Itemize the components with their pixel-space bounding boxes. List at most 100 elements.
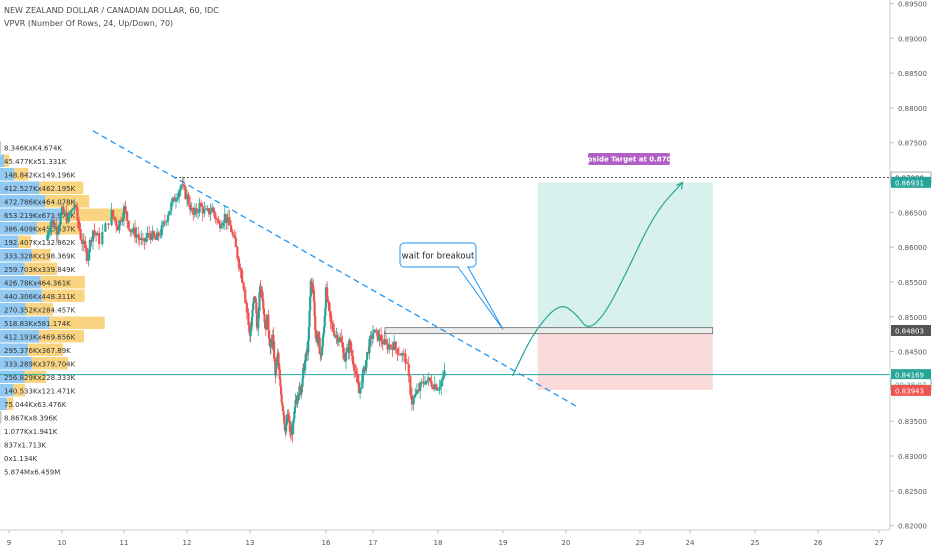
callout-box[interactable] [399,242,477,268]
candle-body [323,316,326,327]
candle-body [47,232,50,236]
stop-loss-zone[interactable] [537,330,713,390]
candle [288,415,291,437]
candle-body [376,330,379,341]
candle-body [214,213,217,219]
candle [217,215,220,224]
candle-body [60,206,64,215]
candle-body [76,207,79,221]
candle-body [388,344,391,350]
candle-body [250,317,253,327]
candle [135,227,138,244]
candle-body [184,186,187,199]
candle [51,219,54,225]
candle [211,203,214,213]
volume-profile-label: 386.409Kx450.537K [4,226,76,234]
volume-bar-down [31,249,51,262]
candle-body [318,337,321,354]
indicator-title: VPVR (Number Of Rows, 24, Up/Down, 70) [4,19,174,28]
candle-body [225,213,228,224]
candle-body [133,227,137,238]
candle [54,222,57,229]
volume-bar-down [13,384,25,397]
candle [228,209,231,226]
candle [87,248,90,267]
candle-body [321,337,324,347]
candle-body [333,330,336,337]
candle-body [317,332,321,338]
candle-body [349,341,352,351]
candle-body [250,326,253,332]
candle-body [443,370,446,377]
volume-bar-down [49,316,105,329]
candle [422,374,425,388]
candle-body [344,352,348,362]
candle [132,223,135,236]
resistance-box[interactable] [384,327,714,335]
candle [184,184,187,200]
candle-body [127,220,130,230]
candle-body [189,204,192,211]
forecast-path[interactable] [511,181,683,377]
candle [242,281,245,293]
volume-bar-up [0,249,32,262]
candle-body [370,335,373,339]
candle [276,354,279,369]
candle [70,208,73,217]
candle [146,226,149,243]
candle-body [116,226,119,231]
volume-bar-up [0,154,5,167]
time-tick-label: 20 [562,539,571,547]
candle [113,216,116,224]
candle [138,233,141,246]
candle [339,332,342,343]
candle-body [261,297,264,301]
candle-body [347,347,350,353]
candle [330,315,333,332]
candle-body [307,339,310,353]
price-label-badge [891,384,931,396]
candle-body [268,338,271,346]
price-tick-label: 0.82500 [898,488,927,496]
candle [230,220,233,233]
volume-bar-down [0,411,2,424]
candle-body [361,374,364,388]
time-tick-label: 11 [120,539,129,547]
descending-trendline[interactable] [92,130,577,407]
candle-body [394,341,397,349]
candle [255,306,259,331]
profit-zone[interactable] [537,182,713,331]
time-tick-label: 18 [434,539,443,547]
upside-target-badge[interactable] [588,153,670,165]
candle [223,205,226,230]
candle-body [354,370,357,373]
candle-body [253,296,256,301]
candle-body [182,184,185,187]
volume-bar-down [24,370,47,383]
candle [287,408,290,420]
candle-body [337,340,341,343]
candle-body [173,197,176,202]
candle-body [228,217,231,226]
candle-body [293,411,296,419]
candle [378,328,381,347]
candle [79,222,82,241]
candle-body [137,234,140,238]
time-tick-label: 9 [7,539,11,547]
candle [358,380,362,399]
candle-body [209,211,212,215]
symbol-title: NEW ZEALAND DOLLAR / CANADIAN DOLLAR, 60… [4,6,219,15]
candle-body [157,232,160,237]
candle-body [255,302,258,314]
candle-body [159,235,162,237]
candle [241,267,244,284]
candle [127,220,130,231]
candle-body [307,326,310,340]
candle [427,372,430,387]
price-tick-label: 0.84500 [898,349,927,357]
candle [402,348,405,362]
volume-bar-up [0,384,14,397]
volume-profile-label: 412.527Kx462.195K [4,185,76,193]
candle-body [291,422,295,435]
